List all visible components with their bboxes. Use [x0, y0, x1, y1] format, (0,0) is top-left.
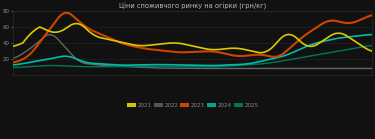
Title: Ціни споживчого ринку на огірки (грн/кг): Ціни споживчого ринку на огірки (грн/кг) [119, 3, 266, 10]
Legend: 2021, 2022, 2023, 2024, 2025: 2021, 2022, 2023, 2024, 2025 [124, 100, 261, 110]
